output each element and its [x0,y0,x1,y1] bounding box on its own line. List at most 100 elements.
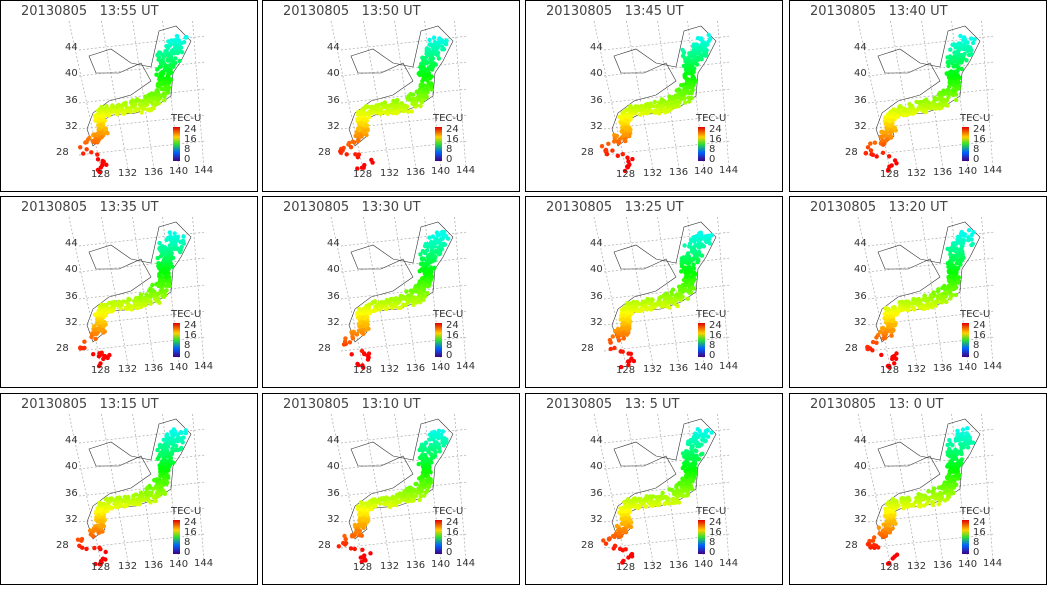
tec-dot [158,273,163,278]
lat-label: 40 [854,264,867,275]
graticule [78,284,207,300]
tec-dot [361,365,366,370]
tec-dot [958,241,964,246]
tec-dot [436,239,441,245]
tec-dot [936,502,941,507]
tec-dot [80,346,85,351]
tec-dot [348,145,354,150]
tec-dot [614,133,619,139]
tec-dot [672,500,678,505]
tec-dot [652,110,657,115]
tec-dot [667,94,672,99]
lat-label: 36 [327,95,340,106]
colorbar-title: TEC-U [959,113,990,124]
tec-dot [918,99,924,105]
tec-dot [917,504,923,509]
tec-dot [606,537,612,542]
tec-dot [144,292,149,297]
colorbar-tick: 8 [446,537,452,548]
tec-dot [918,299,923,304]
tec-dot [939,495,945,500]
graticule [603,257,732,273]
tec-dot [165,272,170,278]
tec-dot [673,297,679,302]
tec-dot [888,133,893,139]
tec-dot [157,240,162,246]
tec-dot [91,324,97,329]
tec-dot [884,509,890,514]
tec-dot [604,152,610,157]
graticule [867,428,996,444]
tec-dot [683,265,688,270]
graticule [867,88,996,104]
tec-dot [889,163,894,168]
lat-label: 44 [590,42,603,53]
lat-label: 36 [854,95,867,106]
lon-label: 140 [169,166,188,177]
tec-dot [132,500,138,505]
tec-dot [623,504,628,510]
colorbar [173,127,180,161]
tec-dot [91,352,96,357]
lon-label: 132 [643,364,662,375]
tec-dot [937,106,942,111]
tec-dot [952,72,958,78]
map-panel: 20130805 13:30 UT 44 40 36 32 28 128 132 136 140 1… [262,196,520,388]
graticule [593,413,627,563]
tec-dot [97,117,102,122]
lon-label: 144 [456,361,475,372]
colorbar-tick: 24 [446,124,459,135]
tec-dot [423,55,428,60]
tec-dot [137,98,142,104]
tec-dot [417,279,422,284]
tec-dot [162,94,167,99]
tec-dot [695,443,700,449]
tec-dot [162,490,167,495]
tec-dot [110,301,115,306]
lon-label: 140 [431,559,450,570]
lon-label: 132 [380,364,399,375]
tec-dot [109,496,114,501]
tec-dot [885,314,890,319]
tec-dot [390,495,395,500]
tec-dot [166,246,171,252]
graticule [857,216,891,366]
graticule [603,140,732,156]
tec-dot [617,546,623,552]
tec-dot [421,77,426,82]
map-panel: 20130805 13:40 UT 44 40 36 32 28 128 132 136 140 1… [789,0,1047,192]
graticule [78,428,207,444]
tec-dot [439,38,444,43]
tec-dot [662,107,667,112]
tec-dot [950,275,956,281]
panel-title: 20130805 13:50 UT [283,4,421,19]
colorbar [698,520,705,554]
colorbar [435,323,442,357]
tec-dot [696,457,701,462]
tec-dot [168,69,173,74]
colorbar-tick: 0 [973,154,979,165]
tec-dot [167,458,172,464]
tec-dot [93,527,98,532]
tec-dot [625,310,631,315]
tec-dot [947,70,952,75]
colorbar-tick: 8 [709,340,715,351]
tec-dot [702,44,707,49]
tec-dot [694,254,699,259]
tec-dot [628,504,633,510]
tec-dot [356,138,361,143]
lon-label: 132 [643,168,662,179]
tec-dot [929,105,935,110]
tec-dot [690,73,695,79]
tec-dot [680,47,685,53]
tec-dot [428,458,433,464]
coastline [86,25,192,147]
tec-dot [899,496,905,501]
tec-dot [643,109,649,114]
tec-dot [362,351,367,357]
tec-dot [928,302,933,307]
tec-dot [363,310,368,315]
tec-dot [88,532,94,537]
tec-dot [694,439,699,445]
